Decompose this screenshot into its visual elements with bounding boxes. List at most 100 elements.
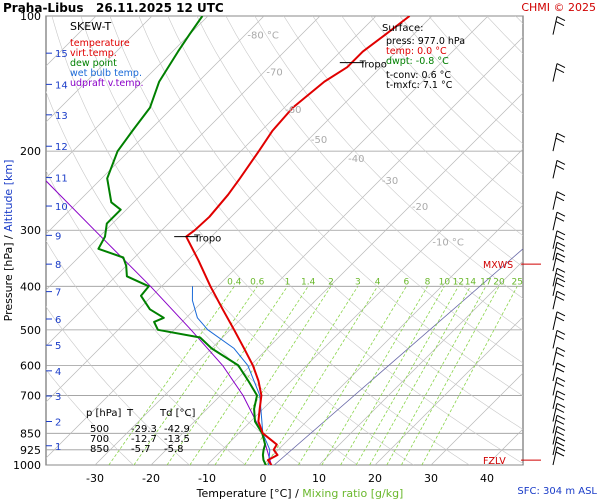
mixing-ratio-label: 0.6 xyxy=(250,277,265,287)
mixing-ratio-label: 4 xyxy=(375,277,381,287)
wind-barb xyxy=(552,267,566,287)
wind-barb-staff xyxy=(552,160,558,179)
isotherm-line xyxy=(46,16,153,123)
mixing-ratio-label: 2 xyxy=(328,277,334,287)
temperature-tick-label: 20 xyxy=(368,472,382,485)
wind-barb-staff xyxy=(552,436,558,456)
isotherm-line xyxy=(430,372,523,465)
temperature-curve xyxy=(185,16,411,465)
wind-barb-flag xyxy=(556,211,566,217)
wind-barb-flag xyxy=(555,235,565,241)
dry-adiabat-line xyxy=(225,16,523,331)
wind-barb-staff xyxy=(552,446,558,466)
table-cell: -12.7 xyxy=(131,434,157,445)
wind-barb-flag xyxy=(555,334,565,340)
wind-barb-flag xyxy=(556,159,566,165)
isotherm-label: -50 xyxy=(311,135,327,146)
wind-barb-flag xyxy=(555,164,565,170)
dry-adiabat-line xyxy=(312,16,523,237)
isotherm-line xyxy=(206,148,523,465)
wind-barb-flag xyxy=(555,451,565,457)
dry-adiabat-line xyxy=(486,16,523,54)
wind-barb xyxy=(552,63,566,82)
legend-entry: virt.temp. xyxy=(70,48,117,59)
wind-barb-flag xyxy=(556,132,566,138)
isotherm-line xyxy=(46,16,433,403)
wind-barb-staff xyxy=(552,362,558,382)
wind-barb xyxy=(552,377,566,396)
mixing-ratio-line xyxy=(189,286,309,465)
dry-adiabat-line xyxy=(341,16,523,206)
isotherm-label: -30 xyxy=(382,176,398,187)
table-cell: 850 xyxy=(90,444,109,455)
table-cell: -42.9 xyxy=(164,424,190,435)
isotherm-line xyxy=(486,428,523,465)
altitude-tick-label: 10 xyxy=(55,202,68,213)
reference-adiabat-line xyxy=(273,248,523,465)
isotherm-line xyxy=(46,16,321,291)
wind-barb-staff xyxy=(552,63,558,82)
mixing-ratio-line xyxy=(401,286,500,465)
wind-barb-staff xyxy=(552,330,558,349)
altitude-tick-label: 15 xyxy=(55,49,68,60)
legend-entry: temperature xyxy=(70,38,130,49)
wind-barb-staff xyxy=(552,242,558,261)
pressure-tick-label: 1000 xyxy=(13,459,41,472)
wind-barb-staff xyxy=(552,253,558,272)
isotherm-label: -40 xyxy=(348,154,364,165)
dry-adiabat-line xyxy=(46,306,190,465)
pressure-tick-label: 200 xyxy=(20,145,41,158)
dry-adiabat-line xyxy=(46,90,358,465)
credit-label: CHMI © 2025 xyxy=(521,1,596,14)
table-cell: -5.7 xyxy=(131,444,151,455)
wind-barb-flag xyxy=(556,230,566,236)
wind-barb-flag xyxy=(556,16,566,22)
wind-barb-flag xyxy=(556,414,566,420)
mixing-ratio-line xyxy=(340,286,445,465)
wind-barb-staff xyxy=(552,390,558,410)
mixing-ratio-line xyxy=(166,286,288,465)
level-marker-label: FZLV xyxy=(483,456,506,467)
isotherm-label: -10 °C xyxy=(432,238,464,249)
surface-elevation-label: SFC: 304 m ASL xyxy=(517,486,597,497)
wind-barb-flag xyxy=(555,441,565,447)
temperature-tick-label: 40 xyxy=(480,472,494,485)
isotherm-line xyxy=(150,92,523,465)
legend-entry: dew point xyxy=(70,58,117,69)
isotherm-label: -20 xyxy=(412,202,428,213)
wind-barb-flag xyxy=(555,351,565,357)
chart-title-bar: Praha-Libus 26.11.2025 12 UTC xyxy=(3,1,224,15)
wind-barb-flag xyxy=(556,191,566,197)
dry-adiabat-line xyxy=(457,16,523,84)
mixing-ratio-line xyxy=(369,286,471,465)
table-header: p [hPa] xyxy=(86,408,121,419)
mixing-ratio-line xyxy=(355,286,459,465)
wind-barb xyxy=(552,426,566,445)
mixing-ratio-label: 3 xyxy=(355,277,361,287)
wind-barb-staff xyxy=(552,415,558,434)
wind-barb xyxy=(552,16,566,35)
wind-barb xyxy=(552,159,566,179)
wind-barb-flag xyxy=(555,431,565,436)
wind-barb-flag xyxy=(556,377,566,382)
surface-tconv: t-conv: 0.6 °C xyxy=(386,70,451,81)
dry-adiabat-line xyxy=(51,16,414,465)
wind-barb-staff xyxy=(552,212,558,231)
altitude-tick-label: 2 xyxy=(55,417,61,428)
mixing-ratio-label: 20 xyxy=(493,277,505,287)
wind-barb xyxy=(552,230,566,249)
wind-barb-flag xyxy=(555,21,565,27)
dry-adiabat-line xyxy=(515,16,523,24)
altitude-tick-label: 11 xyxy=(55,174,68,185)
temperature-tick-label: -30 xyxy=(86,472,104,485)
wind-barb-flag xyxy=(556,290,566,296)
wind-barb xyxy=(552,390,566,410)
altitude-tick-label: 3 xyxy=(55,392,61,403)
mixing-ratio-label: 1 xyxy=(285,277,291,287)
wind-barb-flag xyxy=(555,246,565,252)
isotherm-label: -80 °C xyxy=(247,31,279,42)
mixing-ratio-label: 10 xyxy=(439,277,451,287)
mixing-ratio-label: 8 xyxy=(425,277,431,287)
